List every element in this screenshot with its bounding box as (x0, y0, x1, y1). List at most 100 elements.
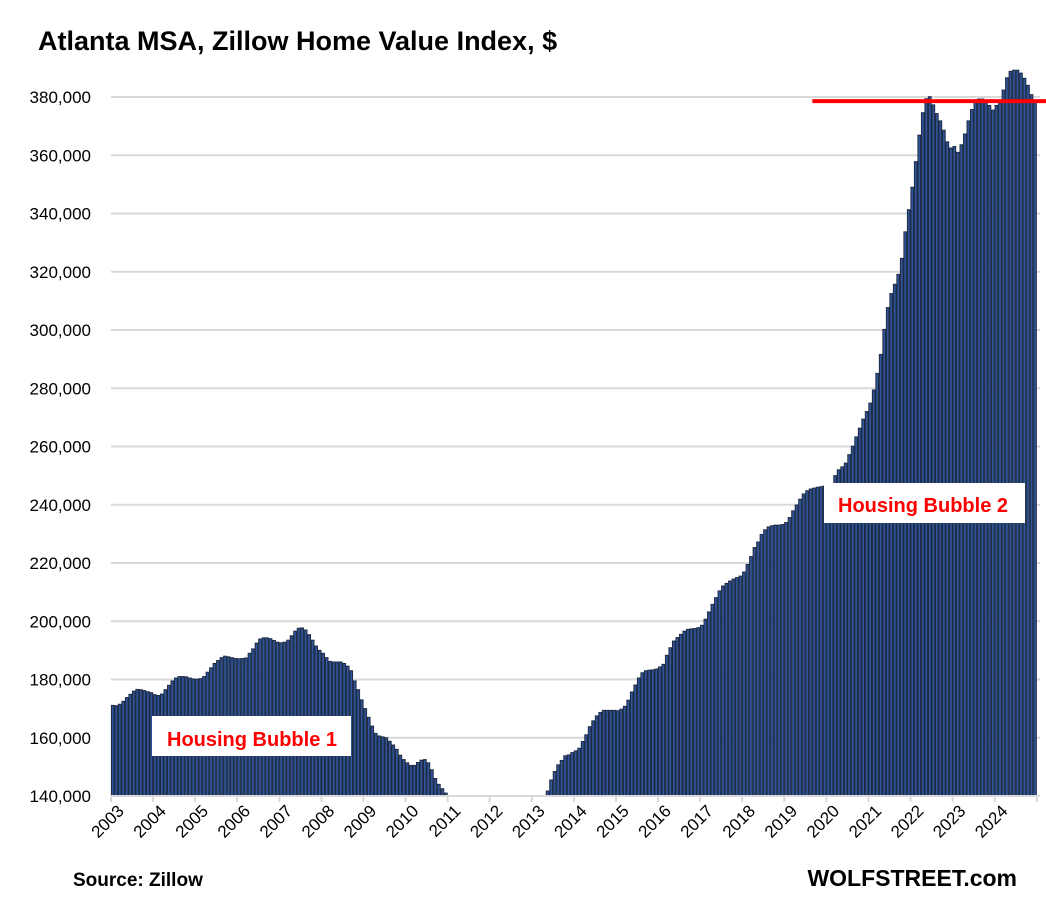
bar (798, 498, 802, 797)
bar (885, 307, 890, 797)
x-tick-label: 2021 (845, 801, 885, 841)
bar (629, 691, 634, 797)
x-tick-label: 2013 (508, 801, 548, 841)
bar (728, 580, 732, 797)
bar (770, 525, 774, 797)
annotation-text: Housing Bubble 2 (838, 495, 1008, 517)
bar (735, 577, 739, 797)
bar (693, 628, 697, 797)
bar (948, 147, 953, 797)
bar (117, 703, 122, 797)
bar (647, 669, 652, 797)
bar (398, 754, 403, 797)
bar (359, 699, 364, 797)
annotation-bubble-1: Housing Bubble 1 (152, 716, 351, 756)
x-tick-label: 2024 (971, 801, 1011, 841)
bar (678, 633, 683, 797)
x-tick-label: 2019 (761, 801, 801, 841)
bar (899, 257, 904, 797)
bar (654, 668, 659, 797)
bar (661, 663, 666, 797)
bar (370, 725, 375, 797)
y-tick-label: 180,000 (30, 671, 91, 690)
bar (1001, 89, 1006, 797)
y-tick-label: 380,000 (30, 88, 91, 107)
bar (366, 716, 371, 797)
x-tick-label: 2006 (214, 801, 254, 841)
bar (689, 628, 694, 797)
bar (805, 490, 809, 797)
bar (619, 708, 624, 797)
bar (868, 402, 873, 797)
bar (426, 762, 431, 797)
bar (994, 104, 999, 797)
bar (742, 571, 746, 797)
bar (668, 647, 673, 797)
y-tick-label: 320,000 (30, 263, 91, 282)
x-tick-label: 2007 (256, 801, 296, 841)
bar (563, 755, 567, 797)
bar (391, 744, 396, 797)
bar (296, 627, 301, 797)
bar (931, 104, 936, 797)
bar (973, 101, 978, 797)
source-note: Source: Zillow (73, 870, 203, 891)
bar (864, 411, 869, 797)
bar (636, 677, 641, 797)
bar (966, 120, 971, 797)
bar (861, 418, 866, 797)
bar (650, 669, 655, 797)
bar (927, 96, 932, 797)
bar (584, 734, 589, 797)
bar (622, 705, 627, 797)
x-tick-label: 2015 (593, 801, 633, 841)
bar (612, 709, 617, 797)
bar (640, 672, 645, 797)
bar (808, 488, 813, 797)
bar (657, 666, 662, 797)
bar (412, 764, 417, 797)
bar (871, 389, 876, 797)
bar (422, 759, 427, 797)
y-tick-label: 160,000 (30, 729, 91, 748)
bar (131, 690, 136, 797)
bar (570, 752, 574, 797)
bar (598, 711, 603, 797)
bar (924, 98, 929, 797)
bar (601, 709, 606, 797)
bar (1012, 69, 1016, 797)
bar (913, 161, 918, 797)
bar (433, 778, 438, 797)
x-tick-label: 2008 (298, 801, 338, 841)
y-tick-label: 140,000 (30, 787, 91, 806)
x-tick-label: 2003 (88, 801, 128, 841)
bar (114, 705, 119, 797)
bar (138, 689, 143, 797)
x-tick-label: 2018 (719, 801, 759, 841)
bar (998, 99, 1002, 797)
y-tick-label: 360,000 (30, 146, 91, 165)
bar (142, 690, 147, 797)
bar (801, 493, 806, 797)
bar (991, 109, 995, 797)
bar (934, 113, 939, 797)
bar (917, 134, 922, 797)
bar (696, 627, 701, 797)
bar (384, 737, 389, 797)
bar (377, 735, 382, 797)
bar (556, 764, 560, 797)
bar (1022, 77, 1027, 797)
bar (145, 691, 150, 797)
bar (710, 603, 715, 797)
bar (594, 715, 599, 797)
y-tick-label: 340,000 (30, 205, 91, 224)
brand-label: WOLFSTREET.com (807, 865, 1017, 891)
y-tick-label: 220,000 (30, 554, 91, 573)
chart-title: Atlanta MSA, Zillow Home Value Index, $ (38, 26, 557, 56)
bar (749, 556, 753, 797)
bar (135, 688, 140, 797)
x-tick-label: 2005 (172, 801, 212, 841)
bar (759, 533, 764, 797)
bar (408, 764, 413, 797)
